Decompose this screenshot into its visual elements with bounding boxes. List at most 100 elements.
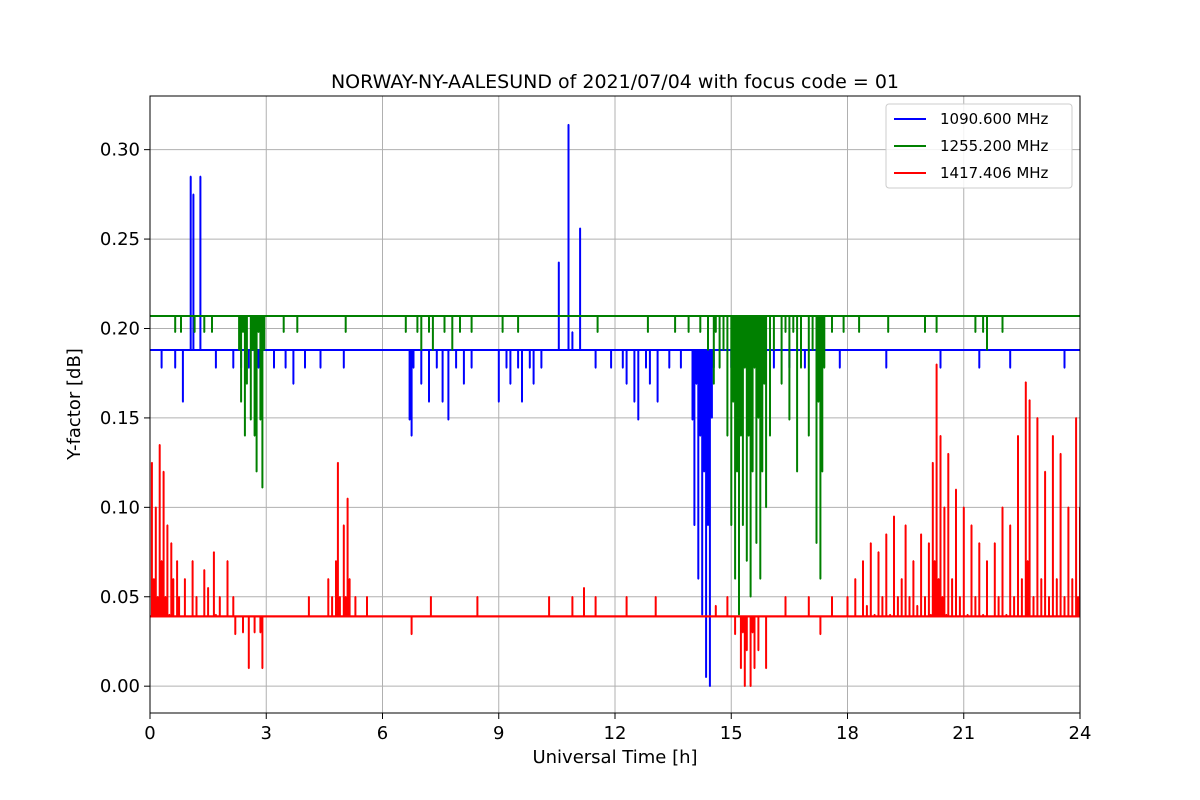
data-point: [838, 315, 841, 317]
data-point: [757, 417, 760, 419]
data-point: [928, 315, 930, 317]
legend-label: 1090.600 MHz: [940, 110, 1049, 128]
data-point: [1036, 417, 1039, 419]
data-point: [571, 595, 574, 598]
data-point: [238, 615, 240, 618]
data-point: [168, 349, 171, 351]
data-point: [897, 595, 899, 598]
data-point: [889, 613, 891, 616]
series-line: [150, 364, 1080, 687]
data-point: [753, 667, 756, 670]
data-point: [720, 315, 723, 317]
data-point: [455, 367, 457, 369]
data-point: [284, 315, 287, 317]
data-point: [567, 123, 570, 126]
data-point: [668, 367, 671, 369]
data-point: [420, 383, 423, 385]
data-point: [800, 615, 802, 618]
data-point: [420, 349, 423, 351]
data-point: [866, 604, 868, 607]
data-point: [835, 615, 837, 618]
data-point: [259, 418, 262, 421]
series-group: [150, 363, 1080, 687]
data-point: [629, 615, 632, 618]
data-point: [432, 615, 434, 618]
data-point: [571, 331, 574, 333]
data-point: [540, 367, 543, 369]
data-point: [474, 349, 477, 351]
data-point: [195, 595, 198, 598]
data-point: [711, 315, 713, 317]
data-point: [296, 331, 299, 333]
data-point: [358, 615, 361, 618]
data-point: [447, 418, 450, 421]
data-point: [858, 615, 860, 618]
data-point: [680, 367, 682, 369]
legend-label: 1417.406 MHz: [940, 164, 1049, 182]
data-point: [697, 578, 700, 580]
data-point: [656, 615, 659, 618]
data-point: [197, 349, 200, 351]
data-point: [428, 615, 430, 618]
data-point: [523, 349, 525, 351]
data-point: [339, 349, 341, 351]
data-point: [308, 349, 310, 351]
data-point: [1013, 595, 1015, 598]
data-point: [164, 595, 167, 598]
data-point: [579, 227, 581, 230]
data-point: [924, 595, 926, 598]
data-point: [933, 560, 936, 562]
data-point: [435, 315, 438, 317]
data-point: [246, 615, 248, 618]
data-point: [463, 383, 465, 385]
data-point: [249, 615, 252, 618]
data-point: [238, 349, 240, 351]
data-point: [916, 604, 919, 607]
data-point: [769, 615, 771, 618]
data-point: [310, 615, 312, 618]
data-point: [412, 367, 415, 369]
data-point: [517, 331, 519, 333]
data-point: [401, 315, 403, 317]
data-point: [699, 331, 702, 333]
data-point: [804, 315, 806, 317]
data-point: [211, 615, 213, 618]
data-point: [714, 349, 717, 351]
data-point: [203, 331, 206, 333]
data-point: [935, 363, 938, 366]
data-point: [881, 595, 884, 598]
x-tick-label: 24: [1069, 723, 1092, 744]
data-point: [769, 434, 771, 437]
x-tick-label: 15: [720, 723, 743, 744]
data-point: [156, 595, 159, 598]
data-point: [887, 331, 889, 333]
data-point: [939, 434, 942, 437]
data-point: [807, 434, 810, 437]
data-point: [598, 315, 601, 317]
data-point: [544, 349, 547, 351]
legend-box: [885, 103, 1073, 189]
data-point: [937, 578, 940, 580]
data-point: [930, 613, 932, 616]
data-point: [430, 595, 432, 598]
data-point: [222, 615, 225, 618]
data-point: [410, 633, 413, 636]
data-point: [982, 349, 984, 351]
data-point: [660, 349, 663, 351]
data-point: [645, 367, 647, 369]
data-point: [269, 349, 271, 351]
data-point: [763, 383, 765, 385]
data-point: [184, 578, 186, 580]
data-point: [990, 615, 992, 618]
data-point: [1048, 595, 1050, 598]
data-point: [947, 452, 950, 455]
data-point: [939, 315, 942, 317]
data-point: [935, 331, 938, 333]
data-point: [738, 613, 740, 616]
data-point: [751, 470, 754, 473]
data-point: [986, 560, 988, 562]
data-point: [416, 349, 419, 351]
data-point: [195, 315, 198, 317]
data-point: [519, 315, 521, 317]
data-point: [862, 560, 864, 562]
